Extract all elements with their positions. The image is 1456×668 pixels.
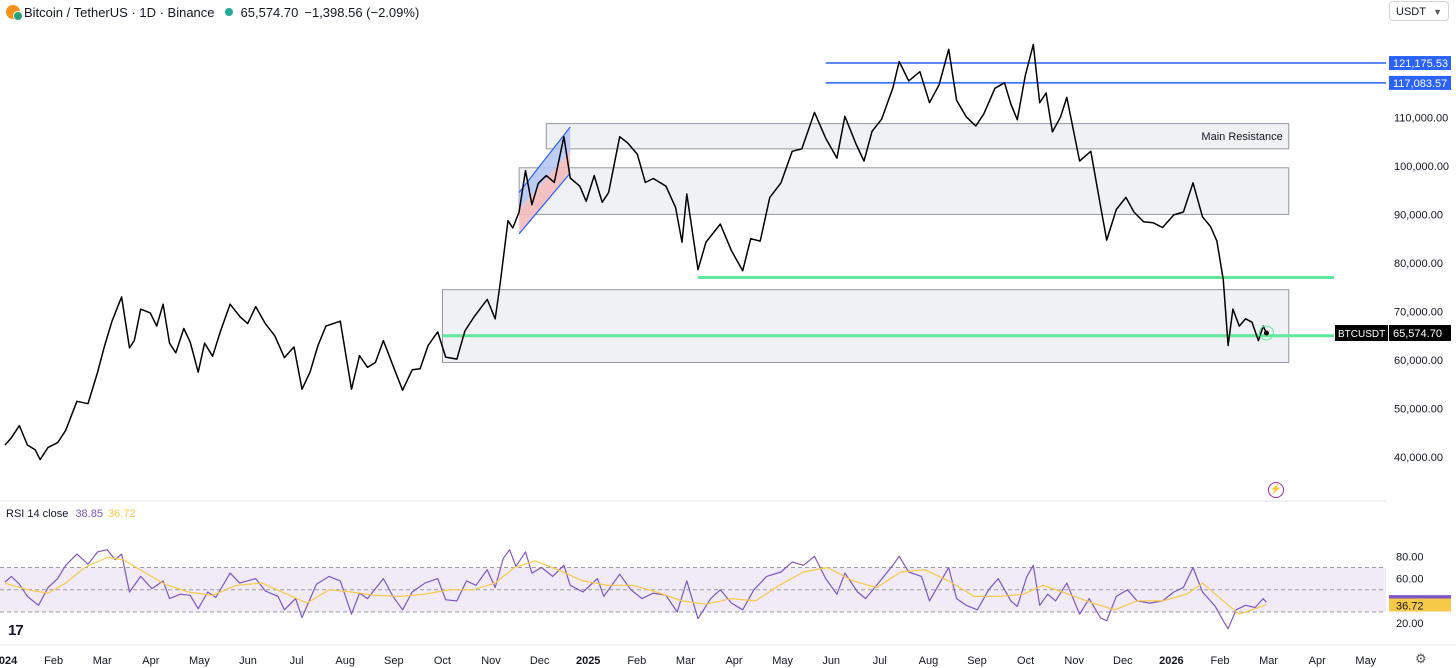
time-axis-tick: 2025 [576,655,600,667]
rsi-legend[interactable]: RSI 14 close 38.85 36.72 [6,508,136,520]
price-axis-tick: 60,000.00 [1394,355,1443,367]
time-axis-tick: Apr [1309,655,1326,667]
rsi-ma-value: 36.72 [108,508,136,520]
price-axis-tick: 80,000.00 [1394,258,1443,270]
currency-label: USDT [1396,6,1426,18]
time-axis-tick: Nov [1064,655,1084,667]
time-axis-tick: Nov [481,655,501,667]
lightning-icon[interactable]: ⚡ [1268,482,1284,498]
time-axis-tick: Aug [919,655,939,667]
symbol-title[interactable]: Bitcoin / TetherUS · 1D · Binance [24,4,215,20]
time-axis-tick: Mar [676,655,695,667]
rsi-axis-tick: 80.00 [1396,551,1424,563]
time-axis-tick: May [772,655,793,667]
price-axis-tick: 40,000.00 [1394,452,1443,464]
axes: 121,175.53 117,083.57 BTCUSDT 65,574.70 40,0… [0,56,1456,667]
channel-lower-fill [519,151,571,234]
rsi-ma-line [4,556,1267,615]
chart-header: Bitcoin / TetherUS · 1D · Binance 65,574… [6,3,419,21]
price-axis-tick: 90,000.00 [1394,209,1443,221]
market-status-icon [224,8,233,16]
resistance-price-tag [1389,56,1451,71]
rsi-title: RSI 14 close [6,508,69,520]
price-axis-tick: 110,000.00 [1394,112,1448,124]
resistance-price-label: 117,083.57 [1393,78,1447,90]
time-axis-tick: Feb [1211,655,1230,667]
time-axis-tick: Feb [44,655,63,667]
time-axis-tick: Oct [1017,655,1034,667]
time-axis-tick: Mar [93,655,112,667]
time-axis-tick: Dec [1113,655,1133,667]
time-axis-tick: Apr [725,655,742,667]
price-axis-tick: 100,000.00 [1394,161,1449,173]
price-pane: Main Resistance [4,43,1386,461]
currency-selector[interactable]: USDT ▼ [1389,1,1449,21]
btc-usdt-logo-icon [6,5,23,21]
rsi-pane [0,549,1386,630]
price-series-line [4,43,1268,461]
time-axis-tick: Dec [530,655,550,667]
zone-rect[interactable] [518,167,1290,215]
zone-rect[interactable] [545,123,1290,150]
last-price-marker [1263,330,1269,336]
tradingview-logo-icon[interactable]: 17 [8,622,24,639]
zone-rect[interactable] [441,289,1290,363]
rsi-ma-value-tag [1389,598,1451,612]
last-price-tag [1389,324,1451,341]
time-axis-tick: Jul [290,655,304,667]
time-axis-tick: Feb [627,655,646,667]
price-axis-tick: 50,000.00 [1394,404,1443,416]
resistance-price-tag [1389,75,1451,90]
last-price-marker-ring [1258,325,1274,341]
time-axis-tick: Apr [142,655,159,667]
rsi-axis-tick: 60.00 [1396,574,1424,586]
time-axis-tick: 2026 [1159,655,1183,667]
last-price-tag-label: 65,574.70 [1393,328,1442,340]
zone-label: Main Resistance [1201,131,1282,143]
time-axis-tick: Sep [384,655,404,667]
price-change: −1,398.56 (−2.09%) [304,4,420,20]
series-name-tag [1335,324,1388,341]
time-axis-tick: Sep [967,655,987,667]
gear-icon[interactable]: ⚙ [1415,651,1427,666]
time-axis-tick: Jun [239,655,257,667]
rsi-axis-tick: 20.00 [1396,618,1424,630]
rsi-value: 38.85 [75,508,103,520]
time-axis-tick: Jul [873,655,887,667]
price-axis-tick: 70,000.00 [1394,307,1443,319]
channel-line[interactable] [518,172,571,235]
time-axis-tick: Mar [1259,655,1278,667]
rsi-line [4,549,1267,630]
time-axis-tick: Jun [822,655,840,667]
channel-upper-fill [519,127,571,210]
rsi-ma-value-tag-label: 36.72 [1396,601,1424,613]
time-axis-tick: Aug [335,655,355,667]
time-axis-tick: May [1355,655,1376,667]
time-axis-tick: Oct [434,655,451,667]
series-name-label: BTCUSDT [1338,329,1385,340]
resistance-price-label: 121,175.53 [1393,58,1448,70]
last-price: 65,574.70 [240,4,299,20]
chevron-down-icon: ▼ [1433,7,1442,17]
time-axis-tick: May [189,655,210,667]
